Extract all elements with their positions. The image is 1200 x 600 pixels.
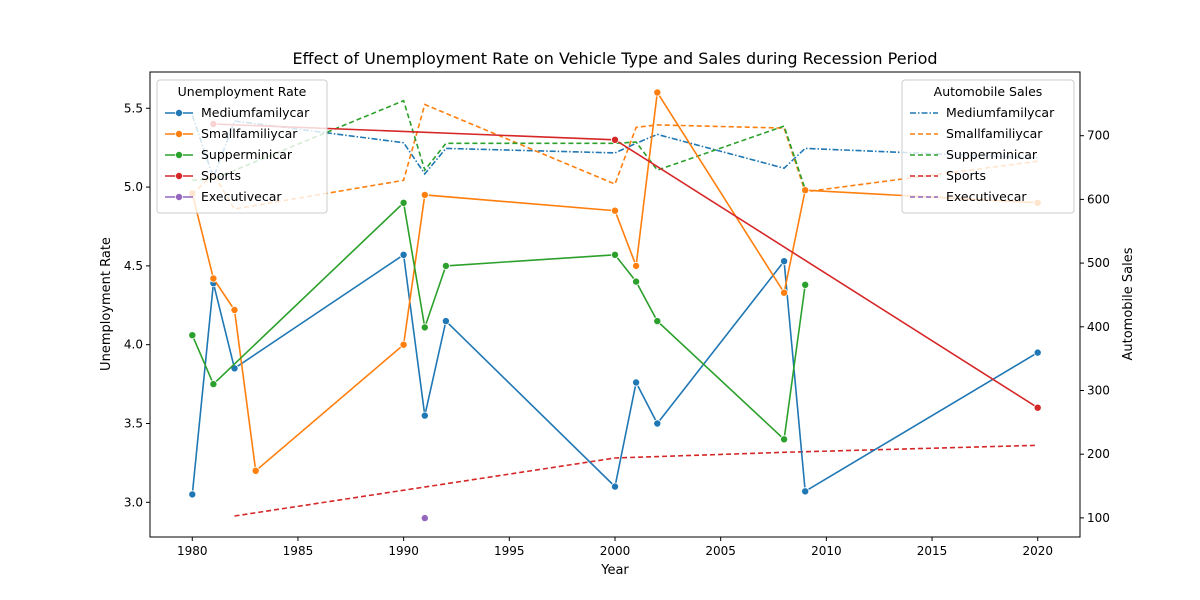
point-sports-2000 [611,135,620,144]
y-tick-label-right: 400 [1087,320,1110,334]
legend-label-sports: Sports [946,168,986,183]
point-supperminicar-1980 [188,331,197,340]
point-sports-2020 [1033,403,1042,412]
sales-line-sports [234,444,1038,517]
point-smallfamiliycar-1991 [420,190,429,199]
x-tick-label: 1990 [388,544,419,558]
point-smallfamiliycar-1990 [399,340,408,349]
x-axis-label: Year [600,563,629,578]
point-supperminicar-1991 [420,323,429,332]
point-mediumfamilycar-1992 [441,317,450,326]
point-mediumfamilycar-1990 [399,250,408,259]
point-smallfamiliycar-2001 [632,261,641,270]
legend-label-smallfamiliycar: Smallfamiliycar [946,126,1043,141]
point-mediumfamilycar-2002 [653,419,662,428]
point-smallfamiliycar-1983 [251,466,260,475]
x-tick-label: 2000 [600,544,631,558]
point-supperminicar-1981 [209,380,218,389]
y-tick-label-left: 4.5 [124,259,143,273]
point-supperminicar-2009 [801,280,810,289]
point-mediumfamilycar-1991 [420,411,429,420]
y-tick-label-left: 3.5 [124,417,143,431]
point-mediumfamilycar-2000 [611,482,620,491]
point-smallfamiliycar-1981 [209,274,218,283]
x-tick-label: 1995 [494,544,525,558]
y-tick-label-left: 4.0 [124,338,143,352]
legend-label-smallfamiliycar: Smallfamiliycar [201,126,298,141]
legend-marker-sports [174,171,183,180]
chart-title: Effect of Unemployment Rate on Vehicle T… [292,49,937,68]
point-mediumfamilycar-2020 [1033,348,1042,357]
legend-label-executivecar: Executivecar [946,189,1027,204]
legend-marker-smallfamiliycar [174,129,183,138]
legend-label-sports: Sports [201,168,241,183]
y-tick-label-right: 500 [1087,256,1110,270]
legend-unemployment-rate: Unemployment Rate Mediumfamilycar Smallfam… [156,79,328,214]
x-tick-label: 2005 [705,544,736,558]
y-tick-label-left: 5.5 [124,101,143,115]
point-mediumfamilycar-1980 [188,490,197,499]
point-mediumfamilycar-2009 [801,487,810,496]
point-supperminicar-2008 [780,435,789,444]
legend-title: Automobile Sales [934,84,1043,99]
y-tick-label-right: 600 [1087,192,1110,206]
x-tick-label: 1980 [177,544,208,558]
point-smallfamiliycar-2002 [653,88,662,97]
point-supperminicar-2001 [632,277,641,286]
legend-box [156,79,328,214]
legend-marker-mediumfamilycar [174,109,183,118]
point-smallfamiliycar-1982 [230,305,239,314]
x-tick-label: 1985 [283,544,314,558]
legend-label-supperminicar: Supperminicar [946,147,1038,162]
y-tick-label-left: 5.0 [124,180,143,194]
point-mediumfamilycar-2001 [632,378,641,387]
point-executivecar-1991 [420,514,429,523]
point-supperminicar-2002 [653,317,662,326]
point-smallfamiliycar-2009 [801,186,810,195]
legend-automobile-sales: Automobile Sales Mediumfamilycar Smallfami… [901,79,1075,214]
y-axis-label-left: Unemployment Rate [99,237,114,371]
legend-label-executivecar: Executivecar [201,189,282,204]
point-mediumfamilycar-2008 [780,257,789,266]
legend-marker-supperminicar [174,150,183,159]
point-smallfamiliycar-2000 [611,206,620,215]
unemployment-line-smallfamiliycar [191,90,1038,473]
legend-marker-executivecar [174,192,183,201]
legend-box [901,79,1075,214]
x-tick-label: 2015 [917,544,948,558]
y-tick-label-right: 200 [1087,447,1110,461]
unemployment-line-supperminicar [191,201,806,441]
y-tick-label-right: 300 [1087,383,1110,397]
point-smallfamiliycar-2008 [780,288,789,297]
x-tick-label: 2020 [1022,544,1053,558]
x-tick-label: 2010 [811,544,842,558]
unemployment-line-mediumfamilycar [191,253,1039,495]
axes: 1980 1985 1990 1995 2000 2005 2010 2015 2020 3.0 3… [124,71,1110,558]
legend-label-supperminicar: Supperminicar [201,147,293,162]
legend-label-mediumfamilycar: Mediumfamilycar [946,105,1055,120]
legend-title: Unemployment Rate [178,84,307,99]
y-tick-label-right: 100 [1087,511,1110,525]
y-tick-label-left: 3.0 [124,495,143,509]
point-supperminicar-1992 [441,261,450,270]
legend-label-mediumfamilycar: Mediumfamilycar [201,105,310,120]
y-axis-label-right: Automobile Sales [1121,247,1136,360]
point-supperminicar-1990 [399,198,408,207]
point-supperminicar-2000 [611,250,620,259]
y-tick-label-right: 700 [1087,129,1110,143]
